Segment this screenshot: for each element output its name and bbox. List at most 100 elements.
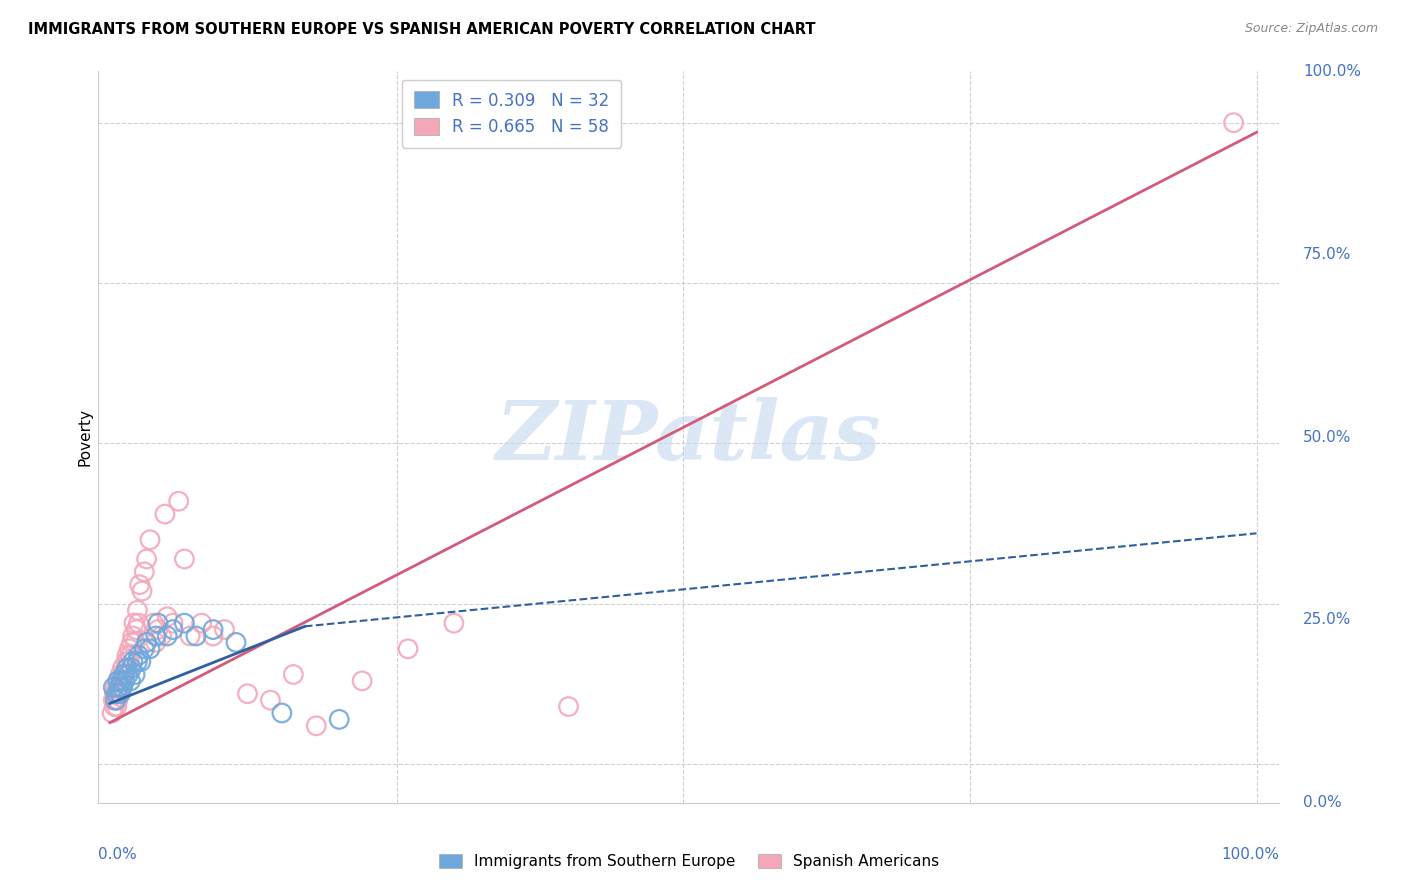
Point [120, 648, 142, 663]
Point [103, 693, 125, 707]
Point [236, 687, 259, 701]
Point [101, 706, 124, 720]
Point [352, 673, 374, 688]
Point [112, 673, 135, 688]
Point [105, 687, 128, 701]
Point [135, 635, 157, 649]
Point [118, 641, 141, 656]
Point [139, 533, 162, 547]
Point [184, 629, 207, 643]
Point [173, 616, 195, 631]
Point [114, 667, 136, 681]
Point [115, 655, 138, 669]
Point [134, 641, 156, 656]
Text: 100.0%: 100.0% [1222, 847, 1279, 862]
Point [124, 635, 146, 649]
Point [162, 616, 184, 631]
Point [124, 667, 146, 681]
Point [107, 673, 129, 688]
Point [131, 584, 153, 599]
Point [145, 629, 167, 643]
Point [557, 699, 579, 714]
Legend: Immigrants from Southern Europe, Spanish Americans: Immigrants from Southern Europe, Spanish… [433, 848, 945, 875]
Point [104, 693, 127, 707]
Y-axis label: Poverty: Poverty [77, 408, 93, 467]
Point [156, 629, 179, 643]
Point [146, 616, 169, 631]
Point [135, 552, 157, 566]
Point [128, 648, 150, 663]
Point [104, 693, 127, 707]
Point [127, 655, 149, 669]
Point [328, 712, 350, 726]
Point [259, 693, 281, 707]
Point [125, 623, 148, 637]
Point [107, 673, 129, 688]
Point [105, 699, 128, 714]
Point [108, 667, 131, 681]
Point [202, 623, 225, 637]
Text: IMMIGRANTS FROM SOUTHERN EUROPE VS SPANISH AMERICAN POVERTY CORRELATION CHART: IMMIGRANTS FROM SOUTHERN EUROPE VS SPANI… [28, 22, 815, 37]
Text: 75.0%: 75.0% [1303, 247, 1351, 261]
Point [117, 667, 139, 681]
Point [162, 623, 184, 637]
Point [145, 635, 167, 649]
Text: 25.0%: 25.0% [1303, 613, 1351, 627]
Point [121, 655, 143, 669]
Point [146, 623, 169, 637]
Point [156, 609, 179, 624]
Point [107, 693, 129, 707]
Point [110, 673, 132, 688]
Point [110, 673, 132, 688]
Text: Source: ZipAtlas.com: Source: ZipAtlas.com [1244, 22, 1378, 36]
Point [111, 661, 134, 675]
Point [134, 565, 156, 579]
Point [111, 681, 134, 695]
Point [1222, 116, 1244, 130]
Point [190, 616, 212, 631]
Point [173, 552, 195, 566]
Legend: R = 0.309   N = 32, R = 0.665   N = 58: R = 0.309 N = 32, R = 0.665 N = 58 [402, 79, 621, 148]
Point [270, 706, 292, 720]
Point [110, 681, 132, 695]
Point [103, 687, 125, 701]
Point [114, 673, 136, 688]
Point [121, 629, 143, 643]
Text: 0.0%: 0.0% [98, 847, 138, 862]
Point [105, 687, 128, 701]
Text: 0.0%: 0.0% [1303, 796, 1341, 810]
Point [139, 641, 162, 656]
Point [117, 655, 139, 669]
Point [305, 719, 328, 733]
Point [121, 635, 143, 649]
Text: ZIPatlas: ZIPatlas [496, 397, 882, 477]
Point [108, 687, 131, 701]
Point [104, 681, 127, 695]
Text: 100.0%: 100.0% [1303, 64, 1361, 78]
Point [128, 577, 150, 591]
Point [443, 616, 465, 631]
Point [153, 507, 176, 521]
Point [108, 687, 131, 701]
Point [122, 616, 145, 631]
Point [214, 623, 236, 637]
Text: 50.0%: 50.0% [1303, 430, 1351, 444]
Point [108, 681, 131, 695]
Point [202, 629, 225, 643]
Point [115, 661, 138, 675]
Point [128, 616, 150, 631]
Point [179, 629, 201, 643]
Point [120, 673, 142, 688]
Point [283, 667, 305, 681]
Point [115, 648, 138, 663]
Point [108, 681, 131, 695]
Point [225, 635, 247, 649]
Point [129, 655, 152, 669]
Point [115, 661, 138, 675]
Point [150, 629, 173, 643]
Point [127, 603, 149, 617]
Point [396, 641, 419, 656]
Point [103, 681, 125, 695]
Point [167, 494, 190, 508]
Point [121, 661, 143, 675]
